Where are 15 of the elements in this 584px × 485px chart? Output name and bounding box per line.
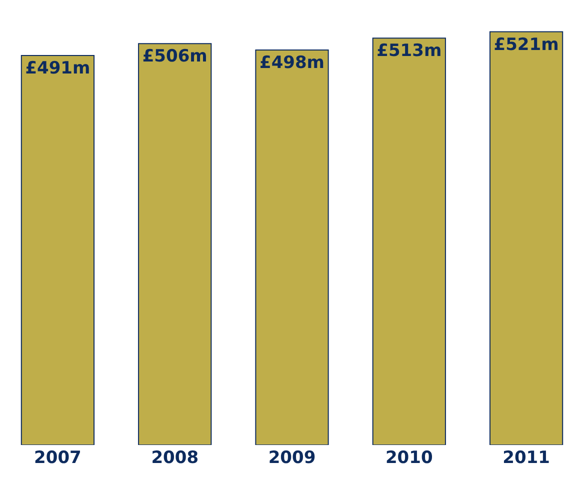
x-tick-label: 2007	[34, 448, 82, 468]
data-label: £498m	[259, 52, 325, 73]
bar	[138, 43, 212, 445]
bar	[489, 31, 564, 445]
bar	[20, 55, 95, 445]
data-label: £506m	[142, 46, 208, 67]
bar	[255, 49, 329, 445]
data-label: £491m	[25, 58, 90, 79]
data-label: £513m	[376, 41, 442, 62]
data-label: £521m	[494, 34, 559, 55]
bar	[372, 38, 446, 445]
x-tick-label: 2009	[268, 448, 316, 468]
x-tick-label: 2008	[151, 448, 199, 468]
x-tick-label: 2010	[385, 448, 433, 468]
x-tick-label: 2011	[502, 448, 550, 468]
